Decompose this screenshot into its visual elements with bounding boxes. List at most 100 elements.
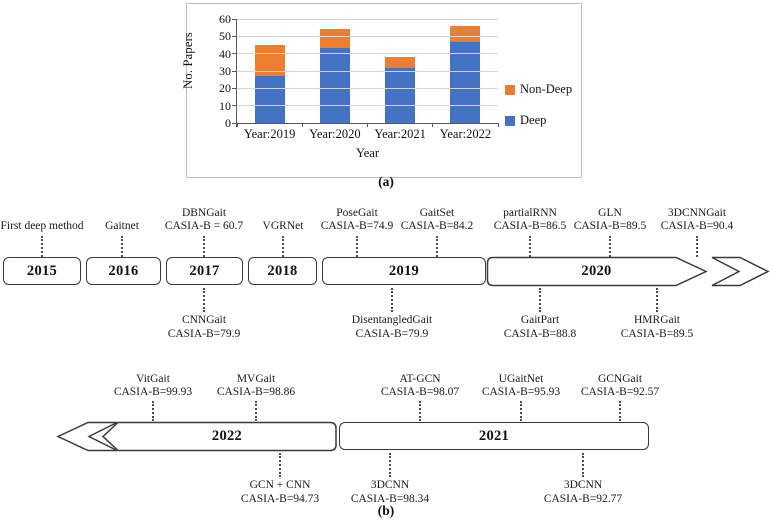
plot-area	[237, 18, 498, 124]
method-label-gaitnet: Gaitnet	[105, 220, 139, 233]
x-tick-mark	[301, 123, 303, 127]
bar-segment-non-deep	[385, 57, 416, 68]
x-tick-label: Year:2019	[243, 127, 296, 141]
method-label-ugaitnet: UGaitNet CASIA-B=95.93	[481, 372, 561, 399]
method-label-3dcnn-1: 3DCNN CASIA-B=98.34	[350, 479, 430, 505]
gridline	[237, 105, 498, 107]
method-label-mvgait: MVGait CASIA-B=98.86	[216, 372, 296, 399]
method-label-3dcnn-2: 3DCNN CASIA-B=92.77	[543, 479, 623, 505]
connector-line	[656, 288, 658, 312]
bar-group-year-2020	[302, 19, 367, 123]
x-tick-mark	[497, 123, 499, 127]
bar-group-year-2021	[368, 19, 433, 123]
method-label-gaitpart: GaitPart CASIA-B=88.8	[503, 314, 577, 340]
gridline	[237, 18, 498, 20]
connector-line	[279, 453, 281, 477]
method-label-3dcnngait: 3DCNNGait CASIA-B=90.4	[660, 206, 734, 233]
method-label-posegait: PoseGait CASIA-B=74.9	[320, 206, 394, 233]
y-tick-label: 40	[219, 46, 231, 61]
y-tick-label: 60	[219, 12, 231, 26]
y-axis-tick-labels: 0 10 20 30 40 50 60	[201, 13, 231, 129]
y-axis-title: No. Papers	[181, 32, 195, 89]
connector-line	[436, 236, 438, 257]
connector-line	[41, 236, 43, 257]
year-box-2017: 2017	[166, 257, 243, 285]
bar-segment-deep	[450, 41, 481, 123]
connector-line	[539, 288, 541, 312]
caption-a: (a)	[378, 174, 394, 189]
bar-segment-non-deep	[319, 29, 350, 49]
bar-segment-deep	[385, 67, 416, 123]
connector-line	[255, 401, 257, 421]
bar-group-year-2022	[433, 19, 498, 123]
legend-item-non-deep: Non-Deep	[505, 82, 572, 97]
legend-label: Deep	[520, 113, 547, 127]
year-box-2022: 2022	[211, 428, 243, 444]
bar-segment-non-deep	[450, 25, 481, 42]
connector-line	[391, 288, 393, 312]
gridline	[237, 70, 498, 72]
x-tick-mark	[432, 123, 434, 127]
gridline	[237, 87, 498, 89]
y-tick-mark	[232, 122, 237, 124]
y-axis-line	[236, 19, 238, 127]
method-label-first-deep-method: First deep method	[0, 220, 84, 233]
y-tick-label: 30	[219, 64, 231, 78]
papers-bar-chart: No. Papers 0 10 20 30 40 50 60 Year:2019 Year:2…	[181, 3, 582, 178]
y-tick-mark	[232, 70, 237, 72]
legend-swatch-deep-icon	[505, 115, 515, 126]
bar-segment-deep	[319, 48, 350, 123]
timeline-arrow-right-shapes	[486, 256, 770, 287]
bar-stack	[385, 57, 416, 123]
x-tick-label: Year:2021	[374, 127, 426, 141]
x-tick-mark	[367, 123, 369, 127]
x-tick-label: Year:2020	[309, 127, 361, 141]
y-tick-mark	[232, 53, 237, 55]
method-label-hmrgait: HMRGait CASIA-B=89.5	[620, 314, 694, 340]
y-tick-label: 10	[219, 98, 231, 113]
y-tick-label: 50	[219, 29, 231, 44]
method-label-at-gcn: AT-GCN CASIA-B=98.07	[380, 372, 460, 399]
gridline	[237, 35, 498, 37]
method-label-gcngait: GCNGait CASIA-B=92.57	[580, 372, 660, 399]
method-label-gcn-plus-cnn: GCN + CNN CASIA-B=94.73	[240, 479, 320, 505]
year-box-2015: 2015	[3, 257, 81, 285]
connector-line	[389, 453, 391, 477]
method-label-vgrnet: VGRNet	[262, 220, 304, 233]
y-tick-mark	[232, 35, 237, 38]
method-label-partialrnn: partialRNN CASIA-B=86.5	[493, 206, 567, 233]
x-axis-title: Year	[355, 146, 380, 160]
x-axis-tick-labels: Year:2019 Year:2020 Year:2021 Year:2022	[237, 127, 498, 142]
bar-stack	[254, 45, 285, 123]
year-box-2021: 2021	[339, 422, 649, 450]
year-box-2018: 2018	[248, 257, 317, 285]
connector-line	[609, 236, 611, 257]
y-tick-label: 0	[225, 116, 231, 130]
y-tick-mark	[232, 105, 237, 107]
year-box-2016: 2016	[86, 257, 161, 285]
chart-legend: Non-Deep Deep	[505, 82, 572, 144]
method-label-dbngait: DBNGait CASIA-B = 60.7	[164, 206, 244, 233]
connector-line	[582, 453, 584, 477]
method-label-vitgait: VitGait CASIA-B=99.93	[113, 372, 193, 399]
connector-line	[696, 236, 698, 257]
method-label-gaitset: GaitSet CASIA-B=84.2	[400, 206, 474, 233]
bar-segment-deep	[254, 76, 285, 123]
connector-line	[282, 236, 284, 257]
y-tick-mark	[232, 87, 237, 90]
method-label-cnngait: CNNGait CASIA-B=79.9	[167, 314, 241, 340]
method-label-disentangledgait: DisentangledGait CASIA-B=79.9	[351, 314, 433, 340]
y-tick-label: 20	[219, 81, 231, 96]
year-box-2020: 2020	[581, 263, 612, 279]
caption-b: (b)	[377, 503, 395, 518]
connector-line	[419, 401, 421, 421]
connector-line	[356, 236, 358, 257]
connector-line	[203, 288, 205, 312]
connector-line	[529, 236, 531, 257]
connector-line	[121, 236, 123, 257]
x-tick-label: Year:2022	[439, 127, 492, 141]
timeline-arrow-left-shapes	[56, 421, 337, 452]
legend-item-deep: Deep	[505, 113, 572, 128]
x-tick-mark	[236, 123, 238, 127]
